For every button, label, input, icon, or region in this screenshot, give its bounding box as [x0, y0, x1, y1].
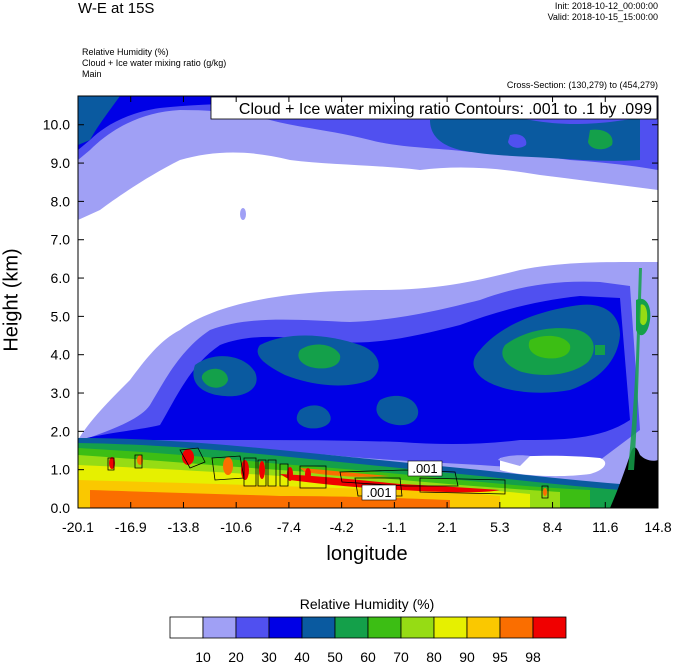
contour-info-box — [210, 96, 658, 120]
x-tick-label: -4.2 — [330, 519, 354, 535]
colorbar-swatch — [466, 616, 501, 639]
y-axis-label: Height (km) — [0, 248, 23, 352]
contour-info-text: Cloud + Ice water mixing ratio Contours:… — [239, 101, 652, 118]
y-tick-label: 8.0 — [51, 193, 71, 209]
field-label-qcloud: Cloud + Ice water mixing ratio (g/kg) — [82, 58, 227, 68]
x-tick-label: 14.8 — [644, 519, 671, 535]
x-tick-label: 5.3 — [490, 519, 510, 535]
colorbar-level-label: 40 — [294, 649, 310, 665]
contour-label-1: .001 — [412, 461, 437, 476]
y-tick-label: 5.0 — [51, 308, 71, 324]
x-tick-label: 2.1 — [437, 519, 457, 535]
qcloud-contours — [107, 447, 549, 499]
cross-section-label: Cross-Section: (130,279) to (454,279) — [506, 80, 658, 90]
y-tick-label: 3.0 — [51, 385, 71, 401]
x-tick-label: 8.4 — [543, 519, 563, 535]
x-tick-label: -1.1 — [382, 519, 406, 535]
y-tick-label: 6.0 — [51, 270, 71, 286]
y-tick-label: 10.0 — [43, 117, 70, 133]
colorbar-level-label: 95 — [492, 649, 508, 665]
colorbar-swatch — [268, 616, 303, 639]
field-label-rh: Relative Humidity (%) — [82, 47, 169, 57]
y-tick-label: 0.0 — [51, 500, 71, 516]
colorbar-level-label: 60 — [360, 649, 376, 665]
contour-label-2: .001 — [366, 485, 391, 500]
chart-title: W-E at 15S — [78, 0, 155, 17]
colorbar-swatch — [334, 616, 369, 639]
contour-labels: .001 .001 — [361, 460, 443, 501]
x-tick-label: -7.4 — [277, 519, 301, 535]
init-time: Init: 2018-10-12_00:00:00 — [554, 1, 658, 11]
valid-time: Valid: 2018-10-15_15:00:00 — [547, 12, 658, 22]
colorbar-swatch — [301, 616, 336, 639]
axes: -20.1 -16.9 -13.8 -10.6 -7.4 -4.2 -1.1 2.1 5.3 8.… — [43, 96, 672, 535]
colorbar-swatch — [202, 616, 237, 639]
colorbar-swatch — [367, 616, 402, 639]
colorbar-level-label: 50 — [327, 649, 343, 665]
x-tick-label: 11.6 — [592, 519, 618, 535]
colorbar-level-label: 90 — [459, 649, 475, 665]
colorbar-swatch — [532, 616, 567, 639]
colorbar-swatch — [499, 616, 534, 639]
field-label-main: Main — [82, 69, 102, 79]
colorbar-level-label: 80 — [426, 649, 442, 665]
rh-field — [78, 96, 658, 508]
y-tick-label: 2.0 — [51, 423, 71, 439]
x-tick-label: -13.8 — [167, 519, 199, 535]
colorbar-swatch — [169, 616, 204, 639]
colorbar-title: Relative Humidity (%) — [299, 596, 435, 612]
y-tick-label: 7.0 — [51, 232, 71, 248]
colorbar-swatch — [235, 616, 270, 639]
colorbar-level-label: 98 — [525, 649, 541, 665]
colorbar-swatch — [433, 616, 468, 639]
x-tick-label: -20.1 — [62, 519, 94, 535]
y-tick-label: 4.0 — [51, 347, 71, 363]
x-tick-label: -16.9 — [115, 519, 147, 535]
x-tick-label: -10.6 — [220, 519, 252, 535]
y-tick-label: 1.0 — [51, 462, 71, 478]
colorbar: 10 20 30 40 50 60 70 80 90 95 98 — [169, 616, 567, 665]
x-axis-label: longitude — [326, 543, 408, 565]
plot-frame — [77, 95, 659, 509]
colorbar-level-label: 30 — [261, 649, 277, 665]
colorbar-level-label: 10 — [195, 649, 211, 665]
colorbar-level-label: 20 — [228, 649, 244, 665]
y-tick-label: 9.0 — [51, 155, 71, 171]
colorbar-level-label: 70 — [393, 649, 409, 665]
colorbar-swatch — [400, 616, 435, 639]
